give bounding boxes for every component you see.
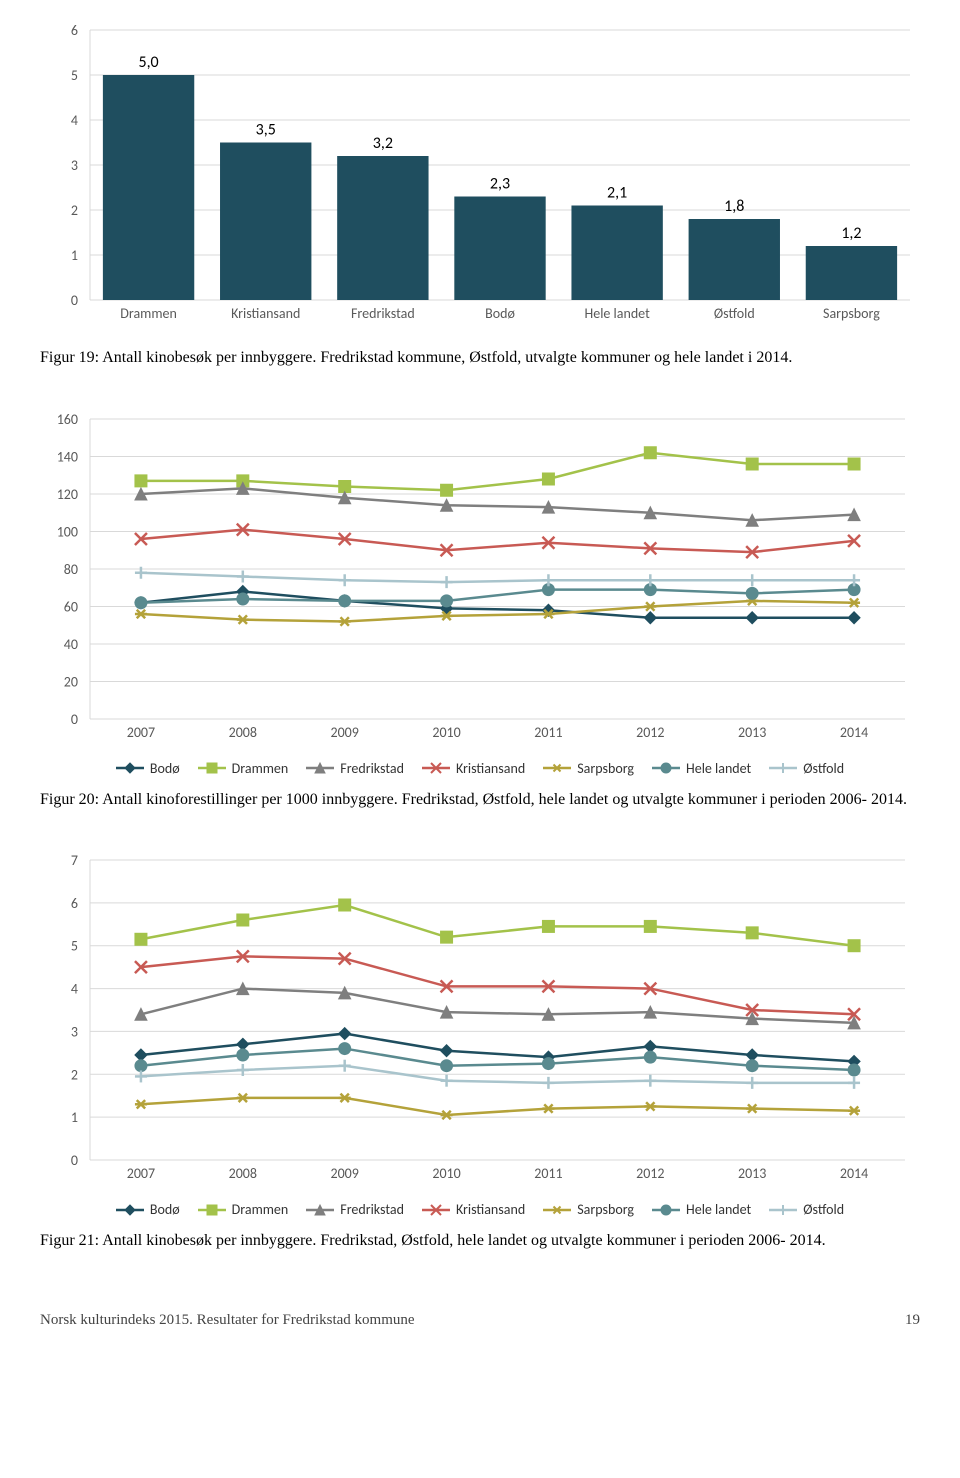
- svg-text:2: 2: [71, 1066, 78, 1083]
- figure-20-caption: Figur 20: Antall kinoforestillinger per …: [40, 789, 920, 811]
- svg-text:60: 60: [64, 598, 78, 615]
- legend-item: Østfold: [769, 1201, 844, 1218]
- svg-text:2008: 2008: [229, 1165, 257, 1182]
- line-chart-2-legend: Bodø Drammen Fredrikstad Kristiansand Sarpsb…: [40, 1201, 920, 1218]
- svg-text:2007: 2007: [127, 724, 155, 741]
- svg-text:2014: 2014: [840, 1165, 868, 1182]
- svg-text:Bodø: Bodø: [485, 305, 515, 322]
- svg-text:2012: 2012: [636, 1165, 664, 1182]
- bar-chart-svg: 0 1 2 3 4 5 6 5,0 Drammen 3,5 Kristiansand 3,2 Fredr…: [40, 20, 920, 330]
- legend-label: Drammen: [232, 760, 289, 777]
- svg-text:120: 120: [57, 486, 78, 503]
- svg-text:2011: 2011: [534, 1165, 562, 1182]
- legend-label: Hele landet: [686, 760, 751, 777]
- svg-text:Kristiansand: Kristiansand: [231, 305, 300, 322]
- svg-text:2009: 2009: [330, 1165, 358, 1182]
- svg-text:Østfold: Østfold: [714, 305, 755, 322]
- svg-text:2010: 2010: [432, 724, 460, 741]
- svg-text:140: 140: [57, 448, 78, 465]
- svg-text:2007: 2007: [127, 1165, 155, 1182]
- line-chart-1-svg: 0 20 40 60 80 100 120 140 160 2007 2008 2009 2010 201…: [40, 409, 920, 749]
- legend-item: Sarpsborg: [543, 1201, 634, 1218]
- legend-item: Bodø: [116, 1201, 180, 1218]
- legend-item: Hele landet: [652, 760, 751, 777]
- svg-text:2008: 2008: [229, 724, 257, 741]
- bar-chart: 0 1 2 3 4 5 6 5,0 Drammen 3,5 Kristiansand 3,2 Fredr…: [40, 20, 920, 335]
- legend-label: Østfold: [803, 760, 844, 777]
- legend-item: Fredrikstad: [306, 760, 404, 777]
- svg-text:7: 7: [71, 852, 78, 869]
- legend-label: Østfold: [803, 1201, 844, 1218]
- svg-text:6: 6: [71, 895, 78, 912]
- legend-item: Fredrikstad: [306, 1201, 404, 1218]
- line-chart-2: 0 1 2 3 4 5 6 7 2007 2008 2009 2010 2011 2012 2013 2014…: [40, 850, 920, 1218]
- legend-label: Bodø: [150, 760, 180, 777]
- legend-label: Hele landet: [686, 1201, 751, 1218]
- svg-text:5,0: 5,0: [138, 53, 158, 72]
- svg-text:3: 3: [71, 157, 78, 174]
- legend-item: Drammen: [198, 1201, 289, 1218]
- svg-text:4: 4: [71, 112, 78, 129]
- svg-text:40: 40: [64, 636, 78, 653]
- figure-21-caption: Figur 21: Antall kinobesøk per innbygger…: [40, 1230, 920, 1252]
- legend-item: Sarpsborg: [543, 760, 634, 777]
- svg-text:Fredrikstad: Fredrikstad: [351, 305, 415, 322]
- legend-label: Fredrikstad: [340, 1201, 404, 1218]
- page-number: 19: [905, 1312, 920, 1329]
- svg-text:1,2: 1,2: [841, 224, 861, 243]
- svg-text:2012: 2012: [636, 724, 664, 741]
- svg-text:5: 5: [71, 938, 78, 955]
- line-chart-1: 0 20 40 60 80 100 120 140 160 2007 2008 2009 2010 201…: [40, 409, 920, 777]
- legend-item: Hele landet: [652, 1201, 751, 1218]
- svg-text:1: 1: [71, 1109, 78, 1126]
- svg-text:1: 1: [71, 247, 78, 264]
- legend-label: Kristiansand: [456, 760, 525, 777]
- svg-text:4: 4: [71, 981, 78, 998]
- svg-text:80: 80: [64, 561, 78, 578]
- legend-label: Bodø: [150, 1201, 180, 1218]
- svg-text:2009: 2009: [330, 724, 358, 741]
- legend-label: Fredrikstad: [340, 760, 404, 777]
- legend-label: Kristiansand: [456, 1201, 525, 1218]
- svg-text:2013: 2013: [738, 1165, 766, 1182]
- svg-text:3,5: 3,5: [256, 121, 276, 140]
- legend-item: Bodø: [116, 760, 180, 777]
- svg-text:160: 160: [57, 411, 78, 428]
- svg-text:Hele landet: Hele landet: [585, 305, 651, 322]
- figure-19-caption: Figur 19: Antall kinobesøk per innbygger…: [40, 347, 920, 369]
- svg-text:20: 20: [64, 673, 78, 690]
- line-chart-2-svg: 0 1 2 3 4 5 6 7 2007 2008 2009 2010 2011 2012 2013 2014: [40, 850, 920, 1190]
- svg-text:2,1: 2,1: [607, 184, 627, 203]
- svg-text:Drammen: Drammen: [120, 305, 177, 322]
- svg-text:100: 100: [57, 523, 78, 540]
- line-chart-1-legend: Bodø Drammen Fredrikstad Kristiansand Sarpsb…: [40, 760, 920, 777]
- svg-text:0: 0: [71, 292, 78, 309]
- svg-text:2010: 2010: [432, 1165, 460, 1182]
- svg-text:0: 0: [71, 1152, 78, 1169]
- svg-text:2,3: 2,3: [490, 175, 510, 194]
- legend-item: Kristiansand: [422, 760, 525, 777]
- svg-text:6: 6: [71, 22, 78, 39]
- svg-text:5: 5: [71, 67, 78, 84]
- legend-label: Drammen: [232, 1201, 289, 1218]
- svg-text:1,8: 1,8: [724, 197, 744, 216]
- svg-text:2013: 2013: [738, 724, 766, 741]
- legend-item: Drammen: [198, 760, 289, 777]
- svg-text:3: 3: [71, 1024, 78, 1041]
- legend-item: Kristiansand: [422, 1201, 525, 1218]
- svg-text:2011: 2011: [534, 724, 562, 741]
- legend-label: Sarpsborg: [577, 1201, 634, 1218]
- legend-item: Østfold: [769, 760, 844, 777]
- footer-title: Norsk kulturindeks 2015. Resultater for …: [40, 1312, 415, 1329]
- svg-text:Sarpsborg: Sarpsborg: [823, 305, 880, 322]
- legend-label: Sarpsborg: [577, 760, 634, 777]
- svg-text:2: 2: [71, 202, 78, 219]
- svg-text:0: 0: [71, 711, 78, 728]
- page-footer: Norsk kulturindeks 2015. Resultater for …: [40, 1312, 920, 1329]
- svg-text:2014: 2014: [840, 724, 868, 741]
- svg-text:3,2: 3,2: [373, 134, 393, 153]
